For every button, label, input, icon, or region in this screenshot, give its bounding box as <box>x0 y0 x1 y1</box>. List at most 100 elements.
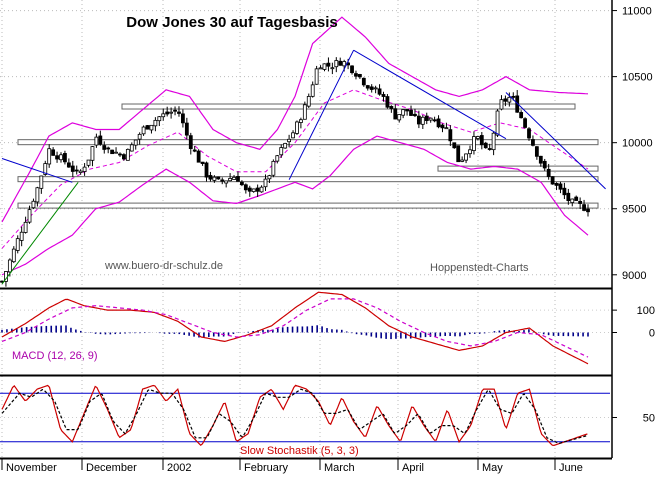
candle-body <box>523 118 527 128</box>
bollinger-lower-band <box>1 135 589 276</box>
candle-body <box>27 209 32 223</box>
candle-body <box>409 109 413 116</box>
candle-body <box>98 135 103 145</box>
candle-body <box>310 84 315 97</box>
candle-body <box>90 146 95 161</box>
candle-body <box>491 132 496 151</box>
candle-body <box>507 96 512 103</box>
candle-body <box>479 135 484 146</box>
macd-line <box>1 291 589 365</box>
candle-body <box>570 198 575 203</box>
candle-body <box>287 138 292 143</box>
candle-body <box>582 204 586 211</box>
trend-line <box>1 182 79 285</box>
candle-body <box>542 160 547 169</box>
trend-line <box>1 158 73 183</box>
candle-body <box>302 104 307 120</box>
trend-line <box>505 92 606 190</box>
candle-body <box>318 67 323 70</box>
candle-body <box>515 95 520 113</box>
candle-body <box>562 187 567 196</box>
candle-body <box>291 132 295 139</box>
candle-body <box>169 111 174 114</box>
candle-body <box>554 183 559 186</box>
candle-body <box>456 145 461 163</box>
month-label: December <box>86 462 137 474</box>
candle-body <box>23 221 28 233</box>
candle-body <box>153 119 158 127</box>
candle-body <box>503 98 508 102</box>
candle-body <box>413 113 417 117</box>
candle-body <box>82 166 87 172</box>
candle-body <box>314 68 319 85</box>
candle-body <box>181 113 185 124</box>
candle-body <box>538 155 543 164</box>
candle-body <box>574 196 579 201</box>
candle-body <box>192 149 197 152</box>
candle-body <box>444 127 449 130</box>
candle-body <box>110 149 115 155</box>
candle-body <box>114 151 118 154</box>
candle-body <box>389 106 394 109</box>
candle-body <box>298 119 303 123</box>
candle-body <box>519 112 524 119</box>
candle-body <box>255 187 260 192</box>
candle-body <box>122 154 126 160</box>
price-tick-label: 9500 <box>622 204 646 216</box>
candle-body <box>401 109 406 116</box>
candle-body <box>495 110 500 136</box>
candle-body <box>35 187 40 203</box>
trend-line <box>353 49 507 140</box>
candle-body <box>15 238 20 251</box>
candle-body <box>279 147 284 156</box>
bollinger-upper-band <box>1 16 589 223</box>
candle-body <box>212 176 217 181</box>
chart-title: Dow Jones 30 auf Tagesbasis <box>126 14 337 31</box>
candle-body <box>145 125 150 130</box>
candle-body <box>236 176 240 182</box>
stochastic-k-line <box>1 384 588 447</box>
candle-body <box>137 133 142 140</box>
candle-body <box>322 63 327 70</box>
support-resistance-level <box>17 202 599 209</box>
candle-body <box>531 139 535 146</box>
candle-body <box>527 128 531 139</box>
candle-body <box>267 175 272 180</box>
candle-body <box>428 117 433 121</box>
candle-body <box>7 259 12 273</box>
candle-body <box>228 178 233 182</box>
candle-body <box>125 148 130 161</box>
candle-body <box>59 154 63 161</box>
candle-body <box>94 136 99 146</box>
candle-body <box>432 119 437 122</box>
candle-body <box>196 150 201 163</box>
candle-body <box>19 231 24 241</box>
candle-body <box>357 74 362 78</box>
candle-body <box>161 113 166 118</box>
candle-body <box>263 178 268 188</box>
macd-label: MACD (12, 26, 9) <box>12 350 98 362</box>
candle-body <box>440 124 445 129</box>
stochastic-label: Slow Stochastik (5, 3, 3) <box>240 445 359 457</box>
candle-body <box>216 176 221 180</box>
candle-body <box>66 162 71 168</box>
candle-body <box>271 160 276 176</box>
candle-body <box>381 94 386 97</box>
candle-body <box>424 115 429 121</box>
candle-body <box>51 149 56 156</box>
candle-body <box>436 118 441 128</box>
candle-body <box>464 153 468 161</box>
candle-body <box>475 136 480 139</box>
candle-body <box>397 114 402 121</box>
candle-body <box>342 61 347 67</box>
candle-body <box>275 155 280 162</box>
candle-body <box>74 169 79 172</box>
candle-body <box>86 159 91 166</box>
candle-body <box>487 148 492 150</box>
candle-body <box>326 62 331 67</box>
stochastic-tick-label: 50 <box>643 413 655 425</box>
watermark-right: Hoppenstedt-Charts <box>430 262 529 274</box>
candle-body <box>11 248 16 263</box>
month-label: May <box>482 462 503 474</box>
